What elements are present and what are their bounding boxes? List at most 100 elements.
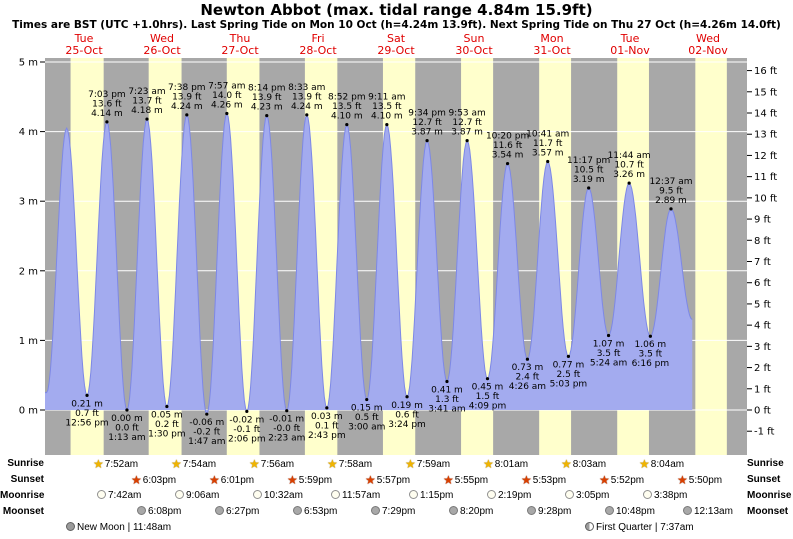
tide-high-label: 9:53 am [448,109,485,119]
tide-high-label: 13.5 ft [332,102,362,112]
sunset-time: 5:55pm [454,475,489,486]
tide-extreme-dot [105,120,109,124]
tide-high-label: 12.7 ft [412,118,442,128]
sunset-entry: ★5:50pm [677,474,722,487]
tide-extreme-dot [145,117,149,121]
moonrise-time: 3:05pm [576,490,610,501]
tide-high-label: 10:20 pm [486,132,529,142]
tide-extreme-dot [485,377,490,381]
tide-extreme-dot [546,159,550,164]
sunset-entry: ★5:53pm [521,474,566,487]
y-axis-label-ft: 5 ft [754,299,771,310]
moonrise-circle-icon [565,490,574,499]
sunset-time: 5:52pm [610,475,645,486]
tide-extreme-dot [265,113,269,118]
tide-high-label: 11.7 ft [533,139,563,149]
sunrise-star-icon: ★ [405,457,416,471]
sunset-entry: ★5:52pm [599,474,644,487]
tide-low-label: 1.3 ft [435,395,459,405]
day-name: Fri [311,32,324,45]
moonset-entry: 6:08pm [137,506,181,518]
tide-high-label: 4.10 m [331,112,363,122]
tide-low-label: 1.5 ft [476,392,500,402]
tide-high-label: 4.24 m [171,102,203,112]
moonrise-time: 10:32am [264,490,303,501]
tide-low-label: 0.03 m [311,412,343,422]
tide-low-label: 2:43 pm [308,431,346,441]
moonrise-time: 1:15pm [420,490,454,501]
moonrise-time: 9:06am [186,490,220,501]
tide-extreme-dot [566,354,571,359]
moonset-time: 12:13am [694,506,733,517]
row-header-sunrise-right: Sunrise [747,458,784,469]
tide-low-label: -0.2 ft [193,428,220,438]
y-axis-label-ft: 3 ft [754,342,771,353]
tide-extreme-dot [445,379,449,384]
sunrise-time: 7:52am [104,459,139,470]
tide-low-label: 3:24 pm [388,420,426,430]
tide-high-label: 8:33 am [288,83,325,93]
row-header-sunrise-left: Sunrise [7,458,44,469]
tide-high-label: 4.18 m [131,106,163,116]
sunset-entry: ★5:59pm [287,474,332,487]
y-axis-label-m: 3 m [19,197,38,208]
tide-low-label: 0.1 ft [315,421,339,431]
moonrise-time: 7:42am [108,490,142,501]
tide-high-label: 3.19 m [573,175,605,185]
tide-low-label: 1:47 am [188,437,225,447]
sunrise-star-icon: ★ [93,457,104,471]
moonset-circle-icon [605,506,614,515]
moonrise-entry: 3:38pm [643,490,687,502]
row-header-sunset-left: Sunset [10,474,44,485]
y-axis-label-ft: 8 ft [754,236,771,247]
tide-low-label: 4:09 pm [469,402,507,412]
moonset-time: 6:08pm [148,506,182,517]
moonset-time: 7:29pm [382,506,416,517]
sunrise-entry: ★8:03am [561,458,606,471]
sunrise-entry: ★7:52am [93,458,138,471]
sunset-entry: ★5:57pm [365,474,410,487]
moonrise-entry: 11:57am [331,490,380,502]
tide-high-label: 8:52 pm [328,93,366,103]
tide-high-label: 13.6 ft [92,99,122,109]
sunset-entry: ★5:55pm [443,474,488,487]
sunrise-time: 7:54am [182,459,217,470]
moonset-entry: 6:53pm [293,506,337,518]
moonrise-time: 2:19pm [498,490,532,501]
moonset-circle-icon [293,506,302,515]
y-axis-label-ft: 1 ft [754,384,771,395]
tide-high-label: 12.7 ft [452,118,482,128]
moonrise-time: 3:38pm [654,490,688,501]
tide-extreme-dot [85,393,89,397]
tide-high-label: 13.5 ft [372,102,402,112]
moonrise-entry: 10:32am [253,490,303,502]
tide-high-label: 7:23 am [128,87,165,97]
moonset-time: 10:48pm [616,506,655,517]
tide-low-label: 0.7 ft [75,409,99,419]
tide-low-label: 5:24 am [590,359,627,369]
tide-low-label: 3.5 ft [639,350,663,360]
tide-high-label: 11:17 pm [567,156,610,166]
moon-phase: First Quarter | 7:37am [585,522,694,534]
moonrise-circle-icon [253,490,262,499]
tide-extreme-dot [606,333,611,338]
tide-high-label: 4.26 m [211,101,243,111]
sunset-star-icon: ★ [677,473,688,487]
y-axis-label-ft: 0 ft [754,406,771,417]
tide-low-label: 0.00 m [111,414,143,424]
tide-low-label: 1:13 am [108,433,145,443]
sunrise-entry: ★7:59am [405,458,450,471]
sunrise-star-icon: ★ [639,457,650,471]
tide-low-label: 1:30 pm [148,430,186,440]
moonrise-entry: 3:05pm [565,490,609,502]
tide-extreme-dot [525,357,530,361]
moonrise-time: 11:57am [342,490,381,501]
tide-high-label: 4.24 m [291,102,323,112]
moonrise-circle-icon [487,490,496,499]
day-name: Mon [540,32,563,45]
moonset-circle-icon [449,506,458,515]
tide-low-label: 2.4 ft [516,373,540,383]
y-axis-label-ft: 7 ft [754,257,771,268]
tide-low-label: -0.0 ft [273,424,300,434]
